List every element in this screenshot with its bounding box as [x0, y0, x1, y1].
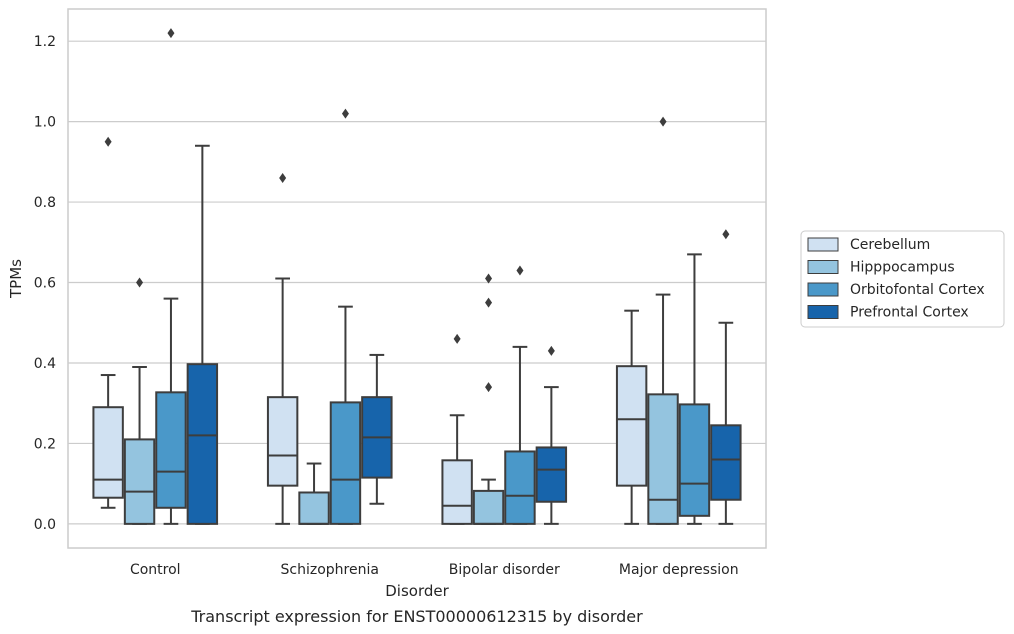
box-prefrontal-cortex	[710, 229, 742, 525]
box-orbitofontal-cortex	[504, 265, 536, 525]
outlier-point	[341, 108, 349, 119]
x-tick-label: Control	[130, 562, 181, 578]
box-body	[266, 396, 299, 487]
y-tick-label: 0.4	[34, 356, 56, 372]
box-body	[647, 393, 679, 525]
x-axis-title: Disorder	[385, 582, 449, 600]
box-body	[186, 363, 219, 525]
outlier-point	[453, 333, 461, 344]
box-cerebellum	[266, 172, 299, 525]
legend: Cerebellum Hipppocampus Orbitofontal Corte…	[800, 230, 1005, 328]
outlier-point	[547, 345, 555, 356]
y-tick-label: 0.8	[34, 195, 56, 211]
y-tick-label: 0.2	[34, 436, 56, 452]
box-body	[123, 438, 156, 525]
x-tick-labels: Control Schizophrenia Bipolar disorder Majo…	[130, 562, 739, 578]
outlier-point	[485, 273, 493, 284]
box-cerebellum	[92, 136, 124, 509]
y-tick-label: 0.6	[34, 276, 56, 292]
y-axis-title: TPMs	[7, 259, 25, 299]
legend-swatch	[807, 237, 839, 252]
x-tick-label: Schizophrenia	[281, 562, 379, 578]
y-tick-label: 1.0	[34, 115, 56, 131]
outlier-point	[485, 297, 493, 308]
box-body	[329, 401, 362, 525]
legend-label: Orbitofontal Cortex	[850, 282, 985, 298]
legend-swatch	[807, 305, 839, 319]
box-body	[441, 459, 473, 525]
box-prefrontal-cortex	[361, 353, 393, 505]
legend-swatch	[807, 260, 839, 274]
box-body	[615, 365, 648, 487]
box-hipppocampus	[298, 462, 330, 525]
box-body	[504, 450, 536, 525]
legend-label: Cerebellum	[850, 237, 930, 253]
outlier-point	[104, 136, 112, 147]
x-tick-label: Bipolar disorder	[449, 562, 560, 578]
box-orbitofontal-cortex	[155, 28, 187, 525]
box-orbitofontal-cortex	[329, 108, 362, 525]
box-body	[155, 391, 187, 509]
x-tick-label: Major depression	[619, 562, 739, 578]
outlier-point	[136, 277, 144, 288]
box-hipppocampus	[647, 116, 679, 525]
box-body	[678, 403, 711, 517]
outlier-point	[279, 172, 287, 183]
box-prefrontal-cortex	[186, 144, 219, 525]
outlier-point	[722, 229, 730, 240]
plot-frame	[67, 8, 767, 549]
outlier-point	[485, 382, 493, 393]
box-hipppocampus	[472, 273, 505, 525]
box-cerebellum	[441, 333, 473, 525]
box-prefrontal-cortex	[535, 345, 568, 525]
legend-label: Hipppocampus	[850, 260, 955, 276]
box-body	[472, 489, 505, 525]
box-orbitofontal-cortex	[678, 253, 711, 525]
box-body	[535, 446, 568, 503]
y-tick-labels: 0.0 0.2 0.4 0.6 0.8 1.0 1.2	[34, 34, 56, 533]
outlier-point	[659, 116, 667, 127]
box-hipppocampus	[123, 277, 156, 525]
box-cerebellum	[615, 309, 648, 525]
chart-caption: Transcript expression for ENST0000061231…	[190, 607, 643, 626]
outlier-point	[167, 28, 175, 39]
legend-swatch	[807, 282, 839, 297]
y-tick-label: 0.0	[34, 517, 56, 533]
legend-label: Prefrontal Cortex	[850, 305, 969, 321]
boxes	[92, 28, 742, 525]
box-body	[298, 491, 330, 525]
y-tick-label: 1.2	[34, 34, 56, 50]
box-body	[710, 424, 742, 501]
legend-frame	[800, 230, 1005, 328]
outlier-point	[516, 265, 524, 276]
box-body	[92, 406, 124, 499]
